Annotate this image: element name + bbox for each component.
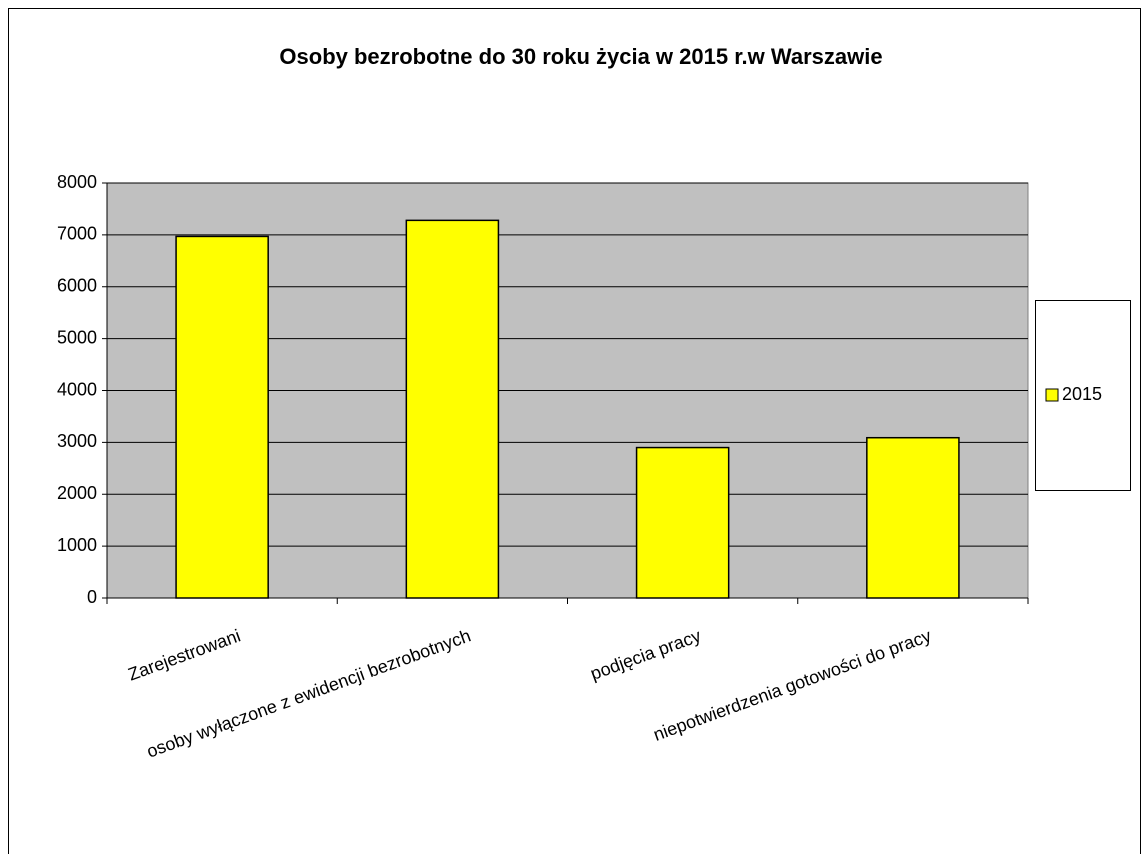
y-tick-label: 2000 (57, 483, 97, 503)
y-tick-label: 3000 (57, 431, 97, 451)
y-tick-label: 7000 (57, 224, 97, 244)
y-tick-label: 1000 (57, 535, 97, 555)
legend-swatch (1045, 388, 1059, 402)
bar (866, 436, 960, 599)
bar (635, 446, 730, 599)
bar (405, 219, 500, 599)
y-tick-label: 5000 (57, 327, 97, 347)
y-tick-label: 8000 (57, 172, 97, 192)
bar (175, 235, 269, 599)
legend-label: 2015 (1062, 384, 1102, 404)
y-tick-label: 6000 (57, 276, 97, 296)
y-tick-label: 4000 (57, 379, 97, 399)
y-tick-label: 0 (87, 587, 97, 607)
chart-title: Osoby bezrobotne do 30 roku życia w 2015… (279, 44, 882, 69)
